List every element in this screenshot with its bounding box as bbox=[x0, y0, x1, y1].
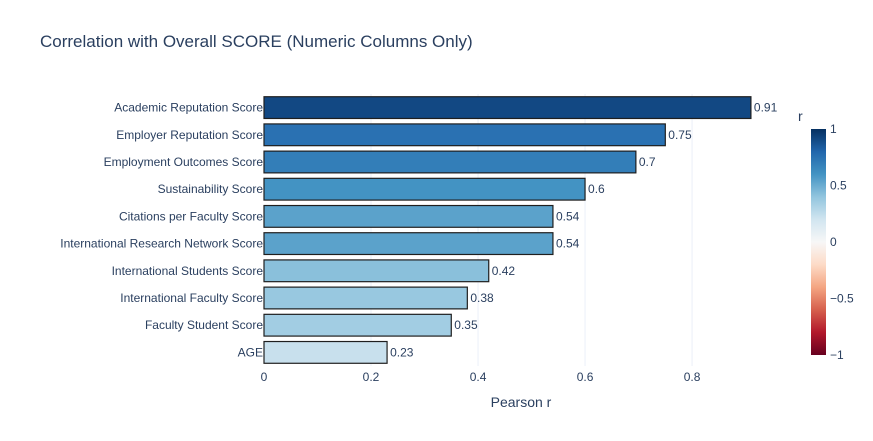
x-tick-label: 0.6 bbox=[577, 370, 594, 384]
colorbar-gradient bbox=[811, 129, 826, 355]
x-tick-label: 0 bbox=[261, 370, 268, 384]
category-labels: Academic Reputation Score Employer Reputa… bbox=[60, 101, 263, 360]
bar bbox=[263, 177, 586, 201]
category-label: AGE bbox=[238, 345, 263, 359]
bar-value-label: 0.38 bbox=[470, 291, 494, 305]
bar bbox=[263, 150, 637, 174]
colorbar-tick-labels: 1 0.5 0 −0.5 −1 bbox=[830, 122, 854, 362]
bar-value-label: 0.35 bbox=[454, 318, 478, 332]
bar bbox=[263, 340, 388, 364]
category-label: International Research Network Score bbox=[60, 237, 263, 251]
bars bbox=[263, 96, 752, 364]
chart-title: Correlation with Overall SCORE (Numeric … bbox=[40, 32, 473, 51]
x-axis-title: Pearson r bbox=[491, 394, 552, 410]
bar bbox=[263, 313, 452, 337]
bar bbox=[263, 259, 490, 283]
bar bbox=[263, 232, 554, 256]
colorbar: r 1 0.5 0 −0.5 −1 bbox=[798, 108, 854, 362]
category-label: International Faculty Score bbox=[120, 291, 263, 305]
colorbar-title: r bbox=[798, 108, 803, 124]
category-label: Employment Outcomes Score bbox=[104, 155, 264, 169]
category-label: Academic Reputation Score bbox=[114, 101, 263, 115]
x-tick-label: 0.8 bbox=[684, 370, 701, 384]
colorbar-tick-label: 0 bbox=[830, 235, 837, 249]
bar-value-label: 0.7 bbox=[639, 155, 656, 169]
x-tick-label: 0.4 bbox=[470, 370, 487, 384]
bar-value-label: 0.42 bbox=[492, 264, 516, 278]
category-label: Sustainability Score bbox=[158, 182, 264, 196]
x-tick-labels: 0 0.2 0.4 0.6 0.8 bbox=[261, 370, 701, 384]
colorbar-tick-label: −0.5 bbox=[830, 292, 854, 306]
category-label: International Students Score bbox=[112, 264, 264, 278]
bar bbox=[263, 286, 468, 310]
bar bbox=[263, 96, 752, 120]
category-label: Faculty Student Score bbox=[145, 318, 263, 332]
bar-value-label: 0.54 bbox=[556, 209, 580, 223]
category-label: Citations per Faculty Score bbox=[119, 209, 263, 223]
bar-value-label: 0.75 bbox=[668, 128, 692, 142]
category-label: Employer Reputation Score bbox=[116, 128, 263, 142]
x-tick-label: 0.2 bbox=[363, 370, 380, 384]
bar-value-label: 0.6 bbox=[588, 182, 605, 196]
bar-value-label: 0.54 bbox=[556, 237, 580, 251]
colorbar-tick-label: 0.5 bbox=[830, 179, 847, 193]
bar-value-label: 0.23 bbox=[390, 345, 414, 359]
bar bbox=[263, 204, 554, 228]
bar bbox=[263, 123, 666, 147]
bar-value-labels: 0.91 0.75 0.7 0.6 0.54 0.54 0.42 0.38 0.35 0.23 bbox=[390, 101, 778, 360]
bar-value-label: 0.91 bbox=[754, 101, 778, 115]
colorbar-tick-label: 1 bbox=[830, 122, 837, 136]
colorbar-tick-label: −1 bbox=[830, 348, 844, 362]
